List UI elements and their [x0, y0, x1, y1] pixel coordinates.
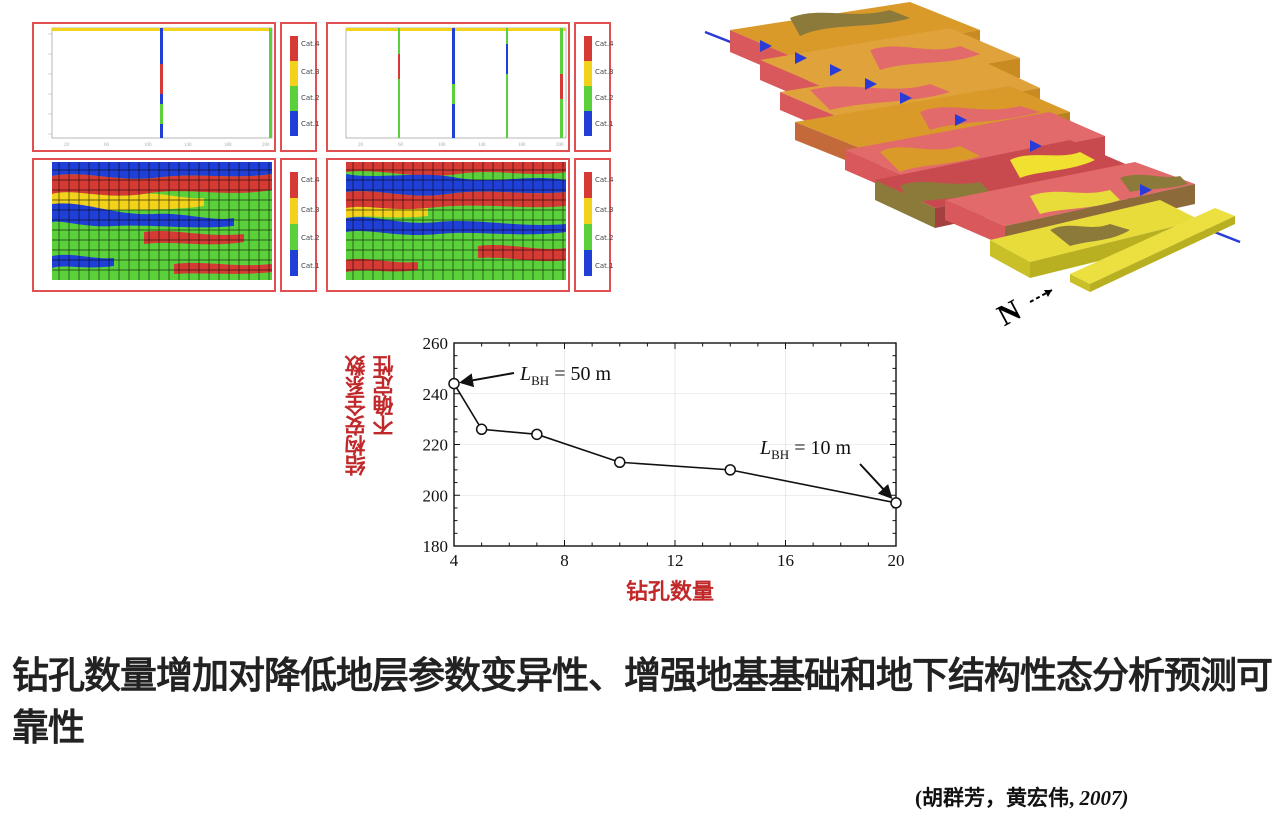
legend-label-cat2: Cat.2	[301, 94, 320, 102]
citation-year: 2007)	[1079, 786, 1129, 810]
legend-swatch-cat3	[290, 61, 298, 86]
legend-label-cat3: Cat.3	[595, 206, 614, 214]
legend-label-cat1: Cat.1	[301, 120, 320, 128]
legend-label-cat1: Cat.1	[595, 120, 614, 128]
legend-label-cat4: Cat.4	[595, 176, 614, 184]
annotation-label: LBH = 50 m	[519, 363, 611, 388]
y-tick-label: 260	[423, 334, 449, 353]
legend-bottom-right: Cat.4 Cat.3 Cat.2 Cat.1	[574, 158, 614, 292]
svg-text:100: 100	[438, 143, 446, 148]
chart-ticks: 180 200 220 240 260 4 8 12 16 20	[423, 334, 905, 570]
legend-label-cat4: Cat.4	[595, 40, 614, 48]
chart-points	[448, 377, 902, 509]
legend-label-cat3: Cat.3	[301, 68, 320, 76]
x-tick-label: 12	[667, 551, 684, 570]
legend-swatch-cat4	[290, 36, 298, 61]
series-line	[453, 383, 897, 504]
dense-borehole-plot: 20 60 100 140 180 200	[345, 27, 567, 148]
data-point	[724, 464, 736, 476]
annotation-arrow	[859, 463, 893, 500]
geological-3d-slices: N	[704, 2, 1241, 330]
svg-text:60: 60	[398, 143, 404, 148]
legend-label-cat2: Cat.2	[595, 94, 614, 102]
legend-swatch-cat2	[290, 86, 298, 111]
svg-text:140: 140	[184, 143, 192, 148]
headline-text: 钻孔数量增加对降低地层参数变异性、增强地基基础和地下结构性态分析预测可靠性	[12, 654, 1273, 749]
svg-text:140: 140	[478, 143, 486, 148]
simulation-panel-bottom-left	[32, 158, 276, 292]
x-tick-label: 20	[888, 551, 905, 570]
legend-top-right: Cat.4 Cat.3 Cat.2 Cat.1	[574, 22, 614, 152]
legend-label-cat2: Cat.2	[595, 234, 614, 242]
svg-text:200: 200	[556, 143, 564, 148]
svg-text:100: 100	[144, 143, 152, 148]
svg-text:N: N	[992, 293, 1027, 330]
legend-label-cat3: Cat.3	[595, 68, 614, 76]
legend-label-cat4: Cat.4	[301, 176, 320, 184]
sparse-borehole-plot: 20 60 100 140 180 200	[48, 27, 273, 148]
chart-annotations: LBH = 50 m LBH = 10 m	[459, 363, 893, 500]
legend-label-cat1: Cat.1	[595, 262, 614, 270]
citation-authors: (胡群芳，黄宏伟,	[915, 786, 1080, 810]
y-axis-label-line-1: 结构安全系数	[344, 356, 368, 476]
legend-label-cat1: Cat.1	[301, 262, 320, 270]
simulated-field-plot	[346, 162, 566, 280]
simulation-panel-bottom-right	[326, 158, 570, 292]
slice-9	[1070, 208, 1235, 292]
y-tick-label: 220	[423, 436, 449, 455]
svg-text:200: 200	[262, 143, 270, 148]
legend-label-cat2: Cat.2	[301, 234, 320, 242]
x-axis-label: 钻孔数量	[626, 580, 715, 605]
svg-text:20: 20	[64, 143, 70, 148]
north-arrow-icon: N	[992, 289, 1053, 330]
svg-text:180: 180	[518, 143, 526, 148]
legend-swatch-cat1	[290, 111, 298, 136]
annotation-label: LBH = 10 m	[759, 437, 851, 462]
legend-label-cat3: Cat.3	[301, 206, 320, 214]
data-point	[614, 456, 626, 469]
svg-text:180: 180	[224, 143, 232, 148]
data-point	[475, 423, 488, 436]
borehole-markers	[760, 40, 1152, 196]
borehole-panel-top-right: 20 60 100 140 180 200	[326, 22, 570, 152]
data-point	[531, 428, 543, 441]
y-tick-label: 200	[423, 486, 449, 505]
simulated-field-plot	[52, 162, 272, 280]
borehole-panel-top-left: 20 60 100 140 180 200	[32, 22, 276, 152]
y-tick-label: 180	[423, 537, 449, 556]
data-point	[448, 377, 460, 390]
data-point	[890, 497, 902, 509]
legend-label-cat4: Cat.4	[301, 40, 320, 48]
chart-gridlines	[454, 343, 896, 546]
x-tick-label: 8	[560, 551, 569, 570]
legend-bottom-left: Cat.4 Cat.3 Cat.2 Cat.1	[280, 158, 320, 292]
svg-text:20: 20	[358, 143, 364, 148]
legend-top-left: Cat.4 Cat.3 Cat.2 Cat.1	[280, 22, 320, 152]
svg-text:60: 60	[104, 143, 110, 148]
annotation-arrow	[459, 372, 515, 388]
citation: (胡群芳，黄宏伟, 2007)	[915, 782, 1129, 812]
x-tick-label: 16	[777, 551, 794, 570]
y-tick-label: 240	[423, 385, 449, 404]
x-tick-label: 4	[450, 551, 459, 570]
